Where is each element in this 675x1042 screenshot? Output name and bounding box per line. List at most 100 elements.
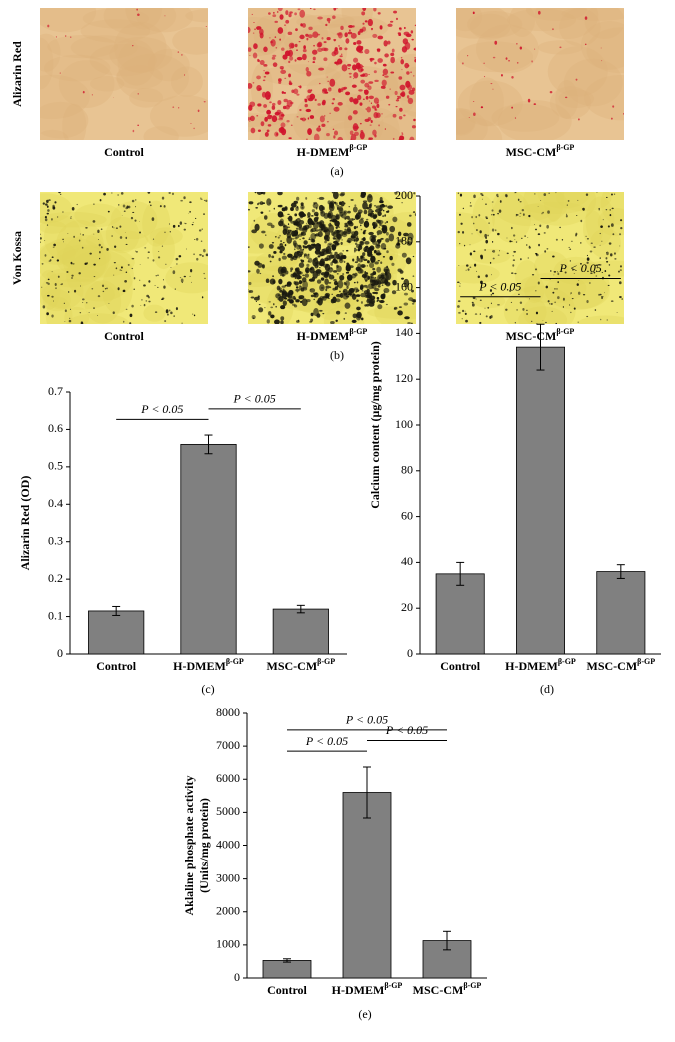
- micrograph-deposit: [387, 23, 393, 27]
- micrograph-deposit: [370, 102, 373, 104]
- micrograph-deposit: [199, 253, 202, 256]
- micrograph-deposit: [71, 274, 74, 277]
- micrograph-texture: [544, 272, 610, 310]
- micrograph-deposit: [111, 192, 113, 194]
- micrograph-deposit: [191, 281, 192, 283]
- micrograph-deposit: [310, 294, 315, 298]
- micrograph-deposit: [332, 237, 337, 240]
- micrograph-deposit: [495, 229, 497, 232]
- micrograph-deposit: [552, 28, 554, 31]
- micrograph-deposit: [351, 319, 357, 323]
- micrograph-deposit: [505, 308, 508, 311]
- micrograph-deposit: [50, 218, 53, 221]
- label-superscript: β-GP: [558, 657, 576, 666]
- micrograph-deposit: [471, 216, 473, 219]
- micrograph-deposit: [145, 300, 148, 302]
- micrograph-deposit: [388, 233, 395, 242]
- y-axis-label: (Units/mg protein): [197, 798, 211, 893]
- micrograph-deposit: [298, 219, 305, 225]
- micrograph-deposit: [358, 218, 364, 225]
- micrograph-deposit: [70, 308, 72, 310]
- micrograph-deposit: [339, 274, 345, 281]
- micrograph-deposit: [264, 307, 266, 309]
- micrograph-deposit: [365, 108, 367, 110]
- micrograph-deposit: [312, 56, 316, 61]
- micrograph-deposit: [181, 54, 183, 56]
- micrograph-deposit: [402, 38, 409, 45]
- micrograph-deposit: [549, 90, 553, 94]
- micrograph-deposit: [351, 293, 357, 300]
- micrograph-deposit: [357, 248, 361, 252]
- bar: [596, 571, 646, 655]
- micrograph-deposit: [569, 260, 571, 262]
- micrograph-deposit: [516, 43, 518, 45]
- micrograph-deposit: [492, 213, 495, 216]
- micrograph-deposit: [369, 208, 371, 210]
- micrograph-deposit: [333, 256, 337, 260]
- micrograph-deposit: [308, 237, 311, 239]
- micrograph-deposit: [292, 273, 297, 278]
- micrograph-deposit: [598, 207, 600, 210]
- micrograph-deposit: [618, 270, 620, 273]
- micrograph-deposit: [252, 32, 255, 34]
- micrograph-deposit: [491, 201, 494, 203]
- micrograph-deposit: [351, 289, 354, 291]
- micrograph-deposit: [269, 114, 273, 118]
- micrograph-deposit: [266, 129, 270, 133]
- micrograph-deposit: [361, 238, 366, 241]
- micrograph-deposit: [399, 27, 402, 31]
- micrograph-texture: [41, 278, 115, 310]
- micrograph-deposit: [185, 248, 187, 250]
- micrograph-deposit: [54, 201, 57, 204]
- micrograph-deposit: [350, 199, 354, 201]
- micrograph-deposit: [270, 224, 275, 229]
- significance-label: P < 0.05: [478, 280, 521, 294]
- micrograph-deposit: [359, 269, 364, 274]
- micrograph-deposit: [67, 233, 69, 234]
- micrograph-deposit: [344, 302, 351, 309]
- micrograph-deposit: [492, 257, 495, 260]
- micrograph-texture: [86, 229, 149, 251]
- micrograph-deposit: [282, 288, 285, 291]
- micrograph-deposit: [414, 57, 416, 59]
- micrograph-deposit: [553, 271, 557, 273]
- micrograph-deposit: [134, 219, 137, 222]
- micrograph-deposit: [268, 301, 271, 303]
- micrograph-deposit: [483, 76, 486, 78]
- micrograph-deposit: [119, 269, 121, 271]
- micrograph-deposit: [491, 274, 492, 276]
- micrograph-deposit: [353, 42, 357, 46]
- micrograph-deposit: [619, 233, 622, 236]
- micrograph-deposit: [356, 40, 362, 45]
- micrograph-deposit: [357, 94, 362, 101]
- micrograph-deposit: [272, 62, 278, 68]
- micrograph-deposit: [137, 124, 140, 127]
- micrograph-deposit: [604, 292, 605, 294]
- micrograph-deposit: [281, 47, 285, 51]
- micrograph-deposit: [97, 295, 101, 298]
- micrograph-deposit: [403, 278, 410, 288]
- micrograph-deposit: [46, 212, 49, 215]
- micrograph-deposit: [63, 241, 65, 243]
- micrograph-deposit: [352, 25, 355, 28]
- micrograph-deposit: [137, 93, 139, 95]
- micrograph-deposit: [101, 284, 105, 288]
- y-tick-label: 0.6: [48, 421, 63, 435]
- micrograph-deposit: [303, 253, 307, 257]
- label-main: MSC-CM: [506, 329, 557, 343]
- micrograph-deposit: [349, 29, 351, 32]
- micrograph-deposit: [264, 131, 269, 137]
- micrograph-texture: [114, 21, 167, 74]
- micrograph-deposit: [111, 235, 113, 237]
- micrograph-deposit: [362, 252, 366, 257]
- bar: [342, 792, 392, 979]
- micrograph-deposit: [125, 271, 128, 274]
- micrograph-deposit: [268, 94, 271, 98]
- micrograph-deposit: [614, 252, 616, 255]
- micrograph-deposit: [562, 297, 565, 301]
- micrograph-deposit: [393, 306, 398, 310]
- micrograph-deposit: [407, 97, 414, 105]
- micrograph-deposit: [272, 14, 277, 18]
- micrograph-deposit: [381, 79, 387, 87]
- micrograph-deposit: [619, 219, 623, 222]
